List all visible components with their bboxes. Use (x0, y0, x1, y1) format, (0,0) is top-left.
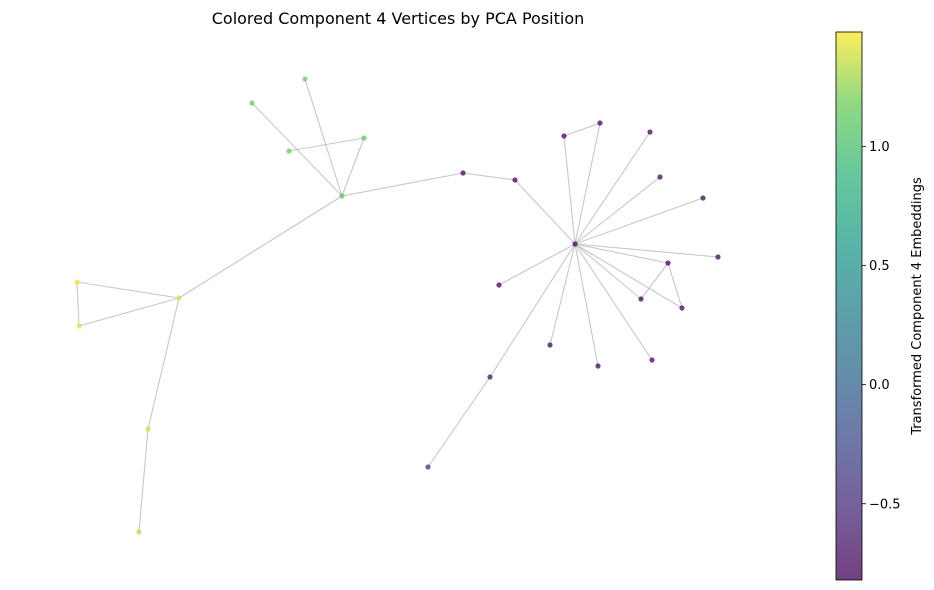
node-y_a (74, 279, 80, 285)
edge-hub_yellow-y_a (76, 281, 180, 299)
node-r15 (487, 374, 493, 380)
node-l_top1 (302, 76, 308, 82)
edge-r1-r2 (563, 122, 601, 137)
edge-hub_right-r3 (574, 131, 651, 245)
node-hub_right (572, 241, 578, 247)
edge-l_mid1-l_mid2 (288, 137, 365, 152)
edge-hub_right-r15 (489, 243, 576, 378)
node-hub_yellow (176, 295, 182, 301)
node-p_chain2 (512, 177, 518, 183)
node-r11 (595, 363, 601, 369)
edge-r15-r16 (427, 376, 491, 468)
node-r16 (425, 464, 431, 470)
edge-hub_yellow-y_b (78, 297, 180, 327)
edge-y_c-y_d (138, 428, 149, 533)
edge-hub_right-r2 (574, 122, 601, 245)
node-hub_left (339, 193, 345, 199)
edge-hub_right-r11 (574, 243, 599, 367)
node-r12 (547, 342, 553, 348)
node-r2 (597, 120, 603, 126)
edge-y_a-y_b (76, 281, 80, 327)
node-r3 (647, 129, 653, 135)
colorbar-tick-label: 0.5 (869, 259, 890, 274)
edge-hub_left-p_chain1 (341, 172, 464, 197)
node-r9 (638, 296, 644, 302)
node-r6 (715, 254, 721, 260)
edge-layer (76, 78, 719, 533)
node-y_d (136, 529, 142, 535)
edge-r7-r8 (667, 262, 683, 309)
colorbar-tick-label: 0.0 (869, 378, 890, 393)
node-r1 (561, 133, 567, 139)
node-r13 (496, 282, 502, 288)
edge-r7-r9 (640, 262, 669, 300)
node-l_top2 (249, 100, 255, 106)
node-l_mid1 (286, 148, 292, 154)
edge-hub_right-r7 (574, 243, 669, 264)
colorbar-tick-label: −0.5 (869, 497, 901, 512)
colorbar-label: Transformed Component 4 Embeddings (910, 177, 925, 436)
chart-title: Colored Component 4 Vertices by PCA Posi… (212, 9, 585, 28)
node-r4 (657, 174, 663, 180)
node-l_mid2 (361, 135, 367, 141)
colorbar-gradient (835, 31, 863, 581)
edge-hub_right-r10 (574, 243, 653, 361)
node-layer (74, 76, 721, 535)
edge-hub_right-r1 (563, 135, 576, 245)
node-r5 (700, 195, 706, 201)
colorbar-tick-label: 1.0 (869, 140, 890, 155)
edge-hub_right-r4 (574, 176, 661, 245)
node-y_b (76, 323, 82, 329)
node-p_chain1 (460, 170, 466, 176)
node-r10 (649, 357, 655, 363)
edge-hub_right-r12 (549, 243, 576, 346)
edge-hub_yellow-y_c (147, 297, 180, 430)
node-y_c (145, 426, 151, 432)
edge-hub_right-r5 (574, 197, 704, 245)
colorbar: −0.5 0.0 0.5 1.0 Transformed Component 4 Em… (835, 31, 925, 581)
colorbar-ticks: −0.5 0.0 0.5 1.0 (862, 140, 901, 512)
edge-hub_right-r13 (498, 243, 576, 286)
edge-p_chain1-p_chain2 (462, 172, 516, 181)
node-r7 (665, 260, 671, 266)
edge-hub_left-hub_yellow (178, 195, 343, 299)
edge-p_chain2-hub_right (514, 179, 576, 245)
edge-hub_left-l_top1 (304, 78, 343, 197)
edge-hub_left-l_mid2 (341, 137, 365, 197)
edge-hub_right-r6 (574, 243, 719, 258)
edge-hub_right-r9 (574, 243, 642, 300)
edge-hub_right-r8 (574, 243, 683, 309)
node-r8 (679, 305, 685, 311)
